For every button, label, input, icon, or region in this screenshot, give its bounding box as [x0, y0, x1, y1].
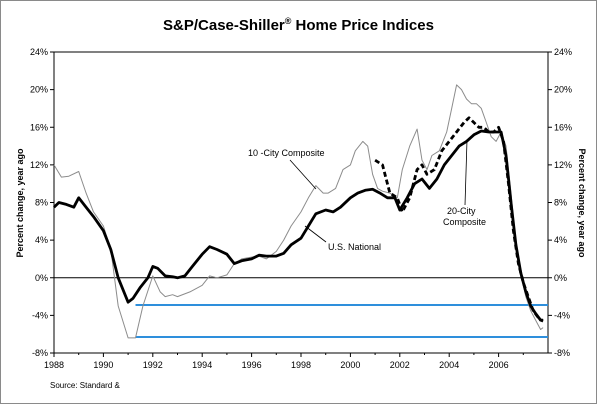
- y-axis-label-left: Percent change, year ago: [15, 148, 25, 258]
- x-tick-label: 1992: [143, 360, 163, 370]
- y-tick-label-right: 8%: [554, 198, 567, 208]
- x-tick-label: 1994: [192, 360, 212, 370]
- x-tick-label: 1998: [291, 360, 311, 370]
- annotation-us-national-pointer: [304, 225, 327, 243]
- x-tick-label: 2002: [390, 360, 410, 370]
- chart-title: S&P/Case-Shiller® Home Price Indices: [0, 16, 597, 34]
- annotation-10-city: 10 -City Composite: [248, 148, 325, 158]
- left-y-ticks: -8% -4% 0% 4% 8% 12% 16% 20% 24%: [30, 47, 54, 358]
- y-tick-label-right: 16%: [554, 122, 572, 132]
- x-tick-label: 1990: [93, 360, 113, 370]
- x-ticks: 1988 1990 1992 1994 1996 1998 2000 2002 2004 2006: [44, 353, 524, 370]
- y-tick-label-left: -8%: [32, 348, 48, 358]
- y-tick-label-right: 24%: [554, 47, 572, 57]
- y-tick-label-right: 4%: [554, 235, 567, 245]
- series-line-1: [53, 129, 544, 322]
- y-tick-label-left: 16%: [30, 122, 48, 132]
- annotation-us-national: U.S. National: [328, 242, 381, 252]
- annotation-20-city-pointer: [464, 139, 468, 206]
- x-tick-label: 1996: [242, 360, 262, 370]
- y-tick-label-left: 4%: [35, 235, 48, 245]
- y-tick-label-left: 24%: [30, 47, 48, 57]
- reference-lines: [54, 277, 548, 339]
- y-tick-label-right: -4%: [554, 310, 570, 320]
- y-tick-label-left: 12%: [30, 160, 48, 170]
- right-y-ticks: -8% -4% 0% 4% 8% 12% 16% 20% 24%: [548, 47, 572, 358]
- y-tick-label-right: -8%: [554, 348, 570, 358]
- x-tick-label: 2006: [489, 360, 509, 370]
- annotation-20-city-line2: Composite: [443, 217, 486, 227]
- y-tick-label-right: 0%: [554, 273, 567, 283]
- y-tick-label-left: -4%: [32, 310, 48, 320]
- source-note: Source: Standard &: [50, 381, 120, 390]
- chart-title-text: S&P/Case-Shiller: [163, 17, 285, 34]
- x-tick-label: 1988: [44, 360, 64, 370]
- series-group: [53, 84, 544, 339]
- y-tick-label-left: 8%: [35, 198, 48, 208]
- plot-area: [53, 51, 549, 354]
- series-line-2: [374, 116, 544, 323]
- x-tick-label: 2004: [439, 360, 459, 370]
- y-tick-label-left: 20%: [30, 85, 48, 95]
- y-tick-label-left: 0%: [35, 273, 48, 283]
- y-tick-label-right: 12%: [554, 160, 572, 170]
- chart-title-rest: Home Price Indices: [291, 17, 434, 34]
- registered-mark: ®: [284, 16, 292, 26]
- y-tick-label-right: 20%: [554, 85, 572, 95]
- series-line-0: [53, 84, 544, 339]
- annotation-10-city-pointer: [289, 159, 317, 190]
- x-tick-label: 2000: [340, 360, 360, 370]
- y-axis-label-right: Percent change, year ago: [577, 148, 587, 258]
- annotation-20-city-line1: 20-City: [447, 206, 476, 216]
